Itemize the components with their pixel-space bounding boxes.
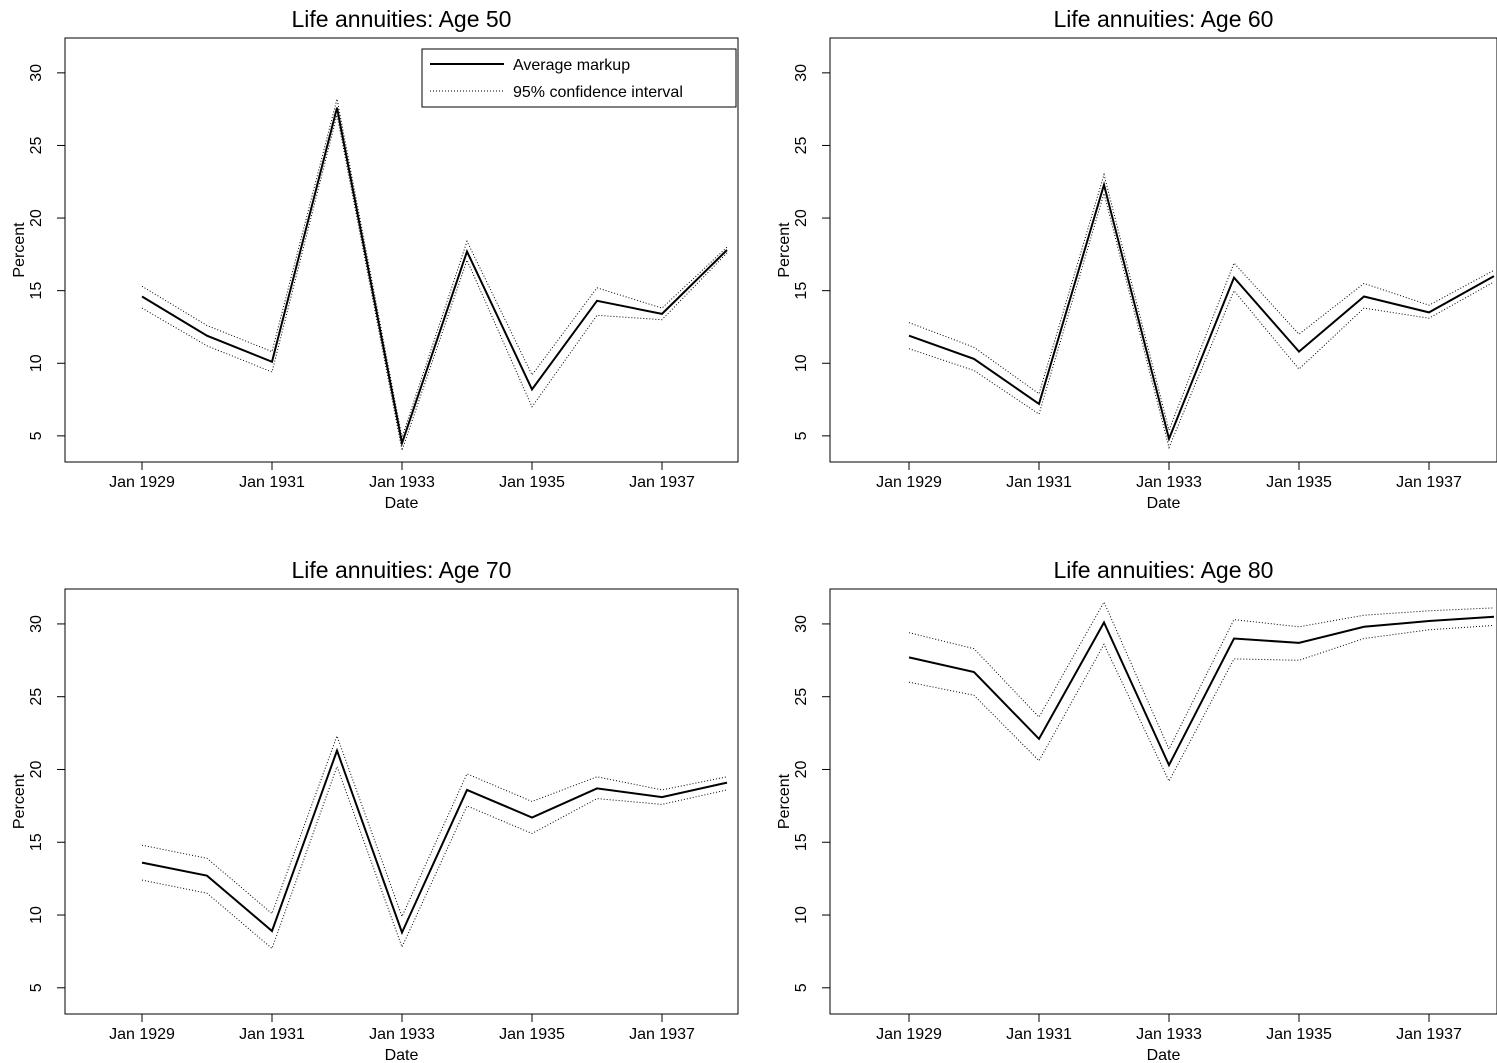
x-tick-label: Jan 1933 <box>369 1026 435 1043</box>
y-tick-label: 30 <box>28 615 45 633</box>
y-tick-label: 25 <box>28 136 45 154</box>
y-tick-label: 5 <box>793 431 810 440</box>
y-axis-label: Percent <box>11 773 28 829</box>
ci-upper-line <box>908 600 1495 751</box>
y-tick-label: 30 <box>28 64 45 82</box>
x-tick-label: Jan 1933 <box>1136 474 1202 491</box>
y-tick-label: 20 <box>28 760 45 778</box>
y-tick-label: 30 <box>793 64 810 82</box>
plot-frame <box>64 588 739 1015</box>
y-tick-label: 10 <box>793 354 810 372</box>
x-tick-label: Jan 1931 <box>239 1026 305 1043</box>
y-tick-label: 20 <box>793 760 810 778</box>
ci-upper-line <box>908 172 1495 432</box>
x-tick-label: Jan 1937 <box>1396 474 1462 491</box>
average-markup-line <box>908 615 1495 768</box>
plot-frame <box>829 37 1497 463</box>
legend-label: 95% confidence interval <box>513 84 683 101</box>
legend: Average markup 95% confidence interval <box>421 48 737 108</box>
average-markup-line <box>908 180 1495 443</box>
y-tick-label: 10 <box>28 354 45 372</box>
x-tick-label: Jan 1929 <box>876 1026 942 1043</box>
average-markup-line <box>141 747 728 936</box>
x-axis-label: Date <box>1147 1047 1181 1063</box>
y-tick-label: 20 <box>28 209 45 227</box>
x-tick-label: Jan 1935 <box>1266 474 1332 491</box>
x-axis-label: Date <box>1147 495 1181 512</box>
y-axis-label: Percent <box>776 773 793 829</box>
x-axis-label: Date <box>385 495 419 512</box>
ci-upper-line <box>141 98 728 440</box>
average-markup-line <box>141 107 728 447</box>
x-tick-label: Jan 1929 <box>109 1026 175 1043</box>
y-tick-label: 15 <box>28 282 45 300</box>
y-tick-label: 5 <box>28 983 45 992</box>
y-tick-label: 10 <box>28 906 45 924</box>
x-tick-label: Jan 1935 <box>499 1026 565 1043</box>
ci-upper-line <box>141 734 728 918</box>
chart-title: Life annuities: Age 60 <box>1054 6 1274 32</box>
x-tick-label: Jan 1933 <box>1136 1026 1202 1043</box>
ci-lower-line <box>141 765 728 950</box>
x-tick-label: Jan 1935 <box>499 474 565 491</box>
y-tick-label: 5 <box>793 983 810 992</box>
y-tick-label: 15 <box>793 833 810 851</box>
legend-label: Average markup <box>513 57 630 74</box>
y-tick-label: 25 <box>793 688 810 706</box>
y-tick-label: 25 <box>793 136 810 154</box>
y-tick-label: 15 <box>793 282 810 300</box>
plot-frame <box>829 588 1497 1015</box>
x-tick-label: Jan 1931 <box>1006 1026 1072 1043</box>
x-tick-label: Jan 1935 <box>1266 1026 1332 1043</box>
y-axis-label: Percent <box>776 222 793 278</box>
x-tick-label: Jan 1937 <box>1396 1026 1462 1043</box>
y-tick-label: 20 <box>793 209 810 227</box>
x-tick-label: Jan 1937 <box>629 1026 695 1043</box>
chart-title: Life annuities: Age 50 <box>292 6 512 32</box>
y-tick-label: 10 <box>793 906 810 924</box>
x-axis-label: Date <box>385 1047 419 1063</box>
y-tick-label: 25 <box>28 688 45 706</box>
chart-panel-1: Life annuities: Age 50 5 10 15 20 25 30 Jan 192… <box>11 6 739 512</box>
x-tick-label: Jan 1929 <box>109 474 175 491</box>
x-tick-label: Jan 1931 <box>1006 474 1072 491</box>
ci-lower-line <box>141 114 728 453</box>
y-axis-label: Percent <box>11 222 28 278</box>
chart-title: Life annuities: Age 70 <box>292 557 512 583</box>
ci-lower-line <box>908 191 1495 450</box>
legend-box <box>421 48 737 108</box>
y-tick-label: 30 <box>793 615 810 633</box>
chart-panel-3: Life annuities: Age 70 5 10 15 20 25 30 Jan 192… <box>11 557 739 1063</box>
x-tick-label: Jan 1933 <box>369 474 435 491</box>
chart-panel-2: Life annuities: Age 60 5 10 15 20 25 30 Jan 192… <box>776 6 1497 512</box>
chart-panel-4: Life annuities: Age 80 5 10 15 20 25 30 Jan 192… <box>776 557 1497 1063</box>
chart-title: Life annuities: Age 80 <box>1054 557 1274 583</box>
y-tick-label: 15 <box>28 833 45 851</box>
x-tick-label: Jan 1937 <box>629 474 695 491</box>
y-tick-label: 5 <box>28 431 45 440</box>
x-tick-label: Jan 1931 <box>239 474 305 491</box>
x-tick-label: Jan 1929 <box>876 474 942 491</box>
